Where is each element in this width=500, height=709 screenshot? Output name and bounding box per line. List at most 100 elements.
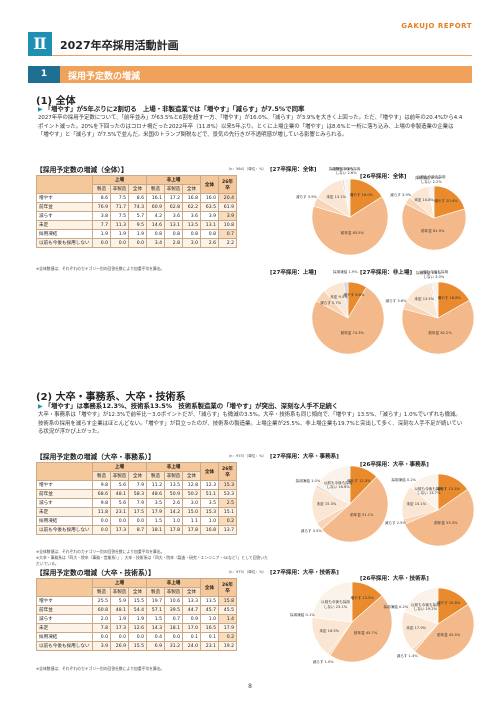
table-cell: 1.9 [128,614,147,624]
pie-slice-label: 増やす 15.8% [436,601,461,606]
table-cell: 48.1 [110,489,129,499]
table-row: 増やす 9.8 5.6 7.9 11.2 13.5 12.8 12.3 15.3 [36,480,237,490]
table-cell: 18.1 [146,525,165,535]
row-label: 未定 [36,507,93,517]
part2-lead-text: 「増やす」は事務系12.3%、技術系13.5% 技術系製造業の「増やす」が突出、… [44,402,339,410]
triangle-icon: ▶ [38,106,43,113]
table-cell: 15.3 [200,507,219,517]
table-cell: 3.0 [182,238,201,248]
part1-lead-text: 「増やす」が5年ぶりに2割切る 上場・非製造業では「増やす」「減らす」が7.5%… [44,105,305,113]
table-cell: 14.3 [146,623,165,633]
pie-slice-label: 採用凍結 0.1% [290,613,315,618]
table-cell: 71.7 [110,202,129,212]
pie-slice-label: 未定 13.1% [326,194,347,199]
table-row: 未定 11.8 23.1 17.5 17.9 14.2 15.0 15.3 15.1 [36,507,237,517]
table-cell: 0.2 [218,632,237,642]
table-cell: 0.0 [128,238,147,248]
table-cell: 45.5 [218,605,237,615]
pie-chart: [27卒採用：大卒・事務系] 増やす 12.3% 前年並 51.1% 減らす 3.5%… [270,452,426,550]
row-label: 前年並 [36,605,93,615]
page-number: 8 [248,683,252,690]
table-sub-header: 製造 [146,184,165,194]
table-sub-header: 全体 [182,587,201,597]
table-cell: 10.8 [218,220,237,230]
table-cell: 2.6 [200,238,219,248]
table1-note: （n：564）（単位：%） [226,167,266,171]
pie-slice [401,299,475,355]
part1-heading: (1) 全体 [36,96,76,107]
pie-slice-label: 減らす 3.6% [385,298,407,303]
pie-slice-label: 未定 16.5% [319,628,340,633]
table-cell: 5.6 [110,480,129,490]
table-cell: 1.0 [200,516,219,526]
table-cell: 76.9 [92,202,111,212]
table1-title: 【採用予定数の増減（全体）】 [36,166,128,174]
table-cell: 53.3 [218,489,237,499]
table-cell: 9.5 [128,220,147,230]
table-cell: 9.8 [92,480,111,490]
table-sub-header: 全体 [128,471,147,481]
pie-slice-label: 以前も今後も採用しない 2.6% [331,166,361,176]
table-cell: 3.4 [146,238,165,248]
pie-title: [26卒採用：大卒・技術系] [360,576,429,582]
pie-slice [316,465,351,505]
table-cell: 0.8 [182,229,201,239]
pie-slice [401,203,467,251]
part2-heading: (2) 大卒・事務系、大卒・技術系 [36,392,186,403]
row-label: 未定 [36,623,93,633]
pie-svg [311,178,389,256]
pie-slice-label: 前年並 63.5% [340,230,365,235]
table-last-header: 26年卒 [218,462,237,481]
table-row: 採用凍結 0.0 0.0 0.0 0.4 0.0 0.1 0.1 0.2 [36,632,237,642]
table-row: 以前も今後も採用しない 0.0 17.3 8.7 18.1 17.8 17.8 16.8 13.… [36,525,237,535]
part2-paragraph: 大卒・事務系は「増やす」が12.3%で前年比－3.0ポイントだが、「減らす」も微… [38,412,463,436]
table-sub-header: 非製造 [110,184,129,194]
table-cell: 14.6 [146,220,165,230]
table-cell: 16.8 [200,525,219,535]
table-cell: 1.4 [218,614,237,624]
table-cell: 25.5 [92,596,111,606]
table-cell: 15.3 [218,480,237,490]
table-sub-header: 製造 [92,184,111,194]
table-cell: 17.3 [110,525,129,535]
table-row: 減らす 9.8 5.6 7.9 3.5 2.6 3.0 3.5 2.5 [36,498,237,508]
table-cell: 3.6 [164,211,183,221]
table-cell: 3.8 [92,211,111,221]
pie-slice-label: 未定 15.3% [316,501,337,506]
row-label: 減らす [36,498,93,508]
table-cell: 0.0 [110,516,129,526]
table-cell: 50.2 [182,489,201,499]
table-cell: 15.8 [218,596,237,606]
table-sub-header: 製造 [146,471,165,481]
row-label: 以前も今後も採用しない [36,641,93,651]
table-cell: 3.0 [182,498,201,508]
table-cell: 0.1 [182,632,201,642]
table-cell: 17.9 [146,507,165,517]
table-row: 増やす 8.6 7.5 8.6 16.1 17.2 16.8 16.0 20.4 [36,193,237,203]
pie-svg [311,281,385,355]
pie-slice-label: 前年並 61.9% [421,229,445,234]
table-cell: 11.2 [146,480,165,490]
pie-slice [311,196,389,256]
table-cell: 60.9 [146,202,165,212]
table-cell: 7.9 [128,480,147,490]
table-cell: 3.9 [200,211,219,221]
table-cell: 24.0 [182,641,201,651]
table-corner [36,578,93,597]
table-corner [36,462,93,481]
table-cell: 7.7 [92,220,111,230]
table-cell: 3.9 [92,641,111,651]
pie-svg [311,581,393,663]
table-cell: 0.4 [146,632,165,642]
pie-slice-label: 増やす 15.3% [436,487,460,492]
table-cell: 8.6 [128,193,147,203]
table3-note: （n：975）（単位：%） [226,570,266,574]
table-cell: 0.1 [200,632,219,642]
pie-slice-label: 減らす 2.5% [384,521,406,526]
table-cell: 60.8 [92,605,111,615]
table-cell: 1.1 [182,516,201,526]
table-cell: 6.9 [146,641,165,651]
table-cell: 11.8 [92,507,111,517]
table-cell: 1.5 [146,516,165,526]
pie-slice-label: 以前も今後も採用しない 23.1% [321,600,350,609]
